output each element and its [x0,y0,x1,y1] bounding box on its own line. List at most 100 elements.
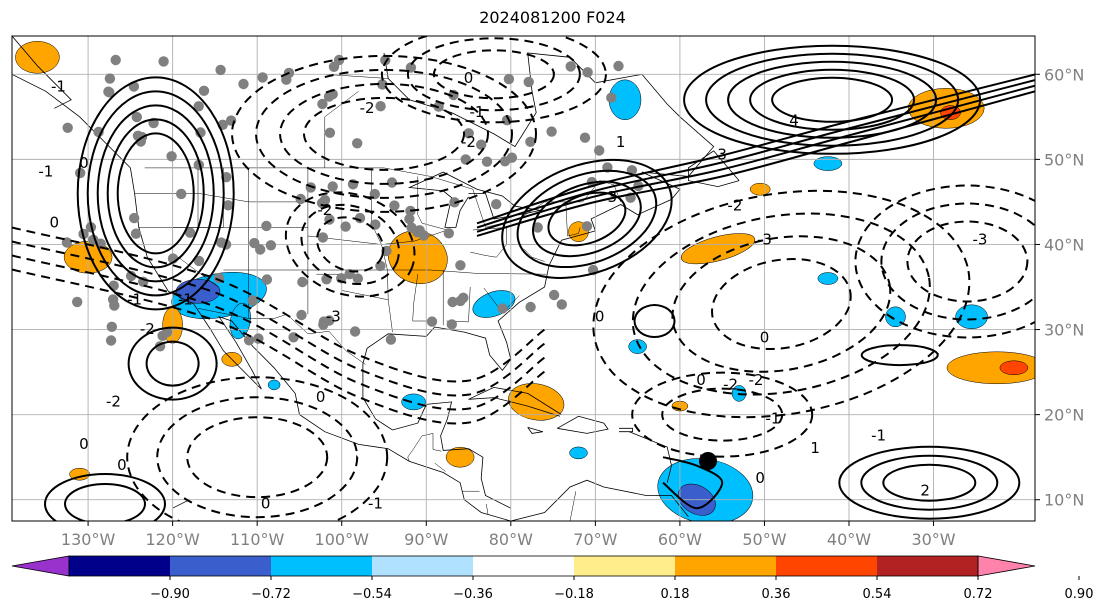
contour-label: 0 [50,214,60,232]
anomaly-shading-layer [15,41,1035,521]
contour-label: 0 [760,329,770,347]
political-border [412,274,430,322]
political-border [324,91,359,168]
contour-label: -3 [757,231,772,249]
station-marker [556,299,567,310]
station-marker [166,151,177,162]
station-marker [318,316,330,327]
anomaly-patch [955,304,988,330]
station-marker [476,139,487,150]
colorbar-tick-label: −0.72 [251,587,291,602]
contour-line [300,203,400,286]
contour-label: -2 [317,201,332,219]
station-marker [184,227,196,238]
station-marker [261,274,273,285]
station-marker [546,126,557,137]
political-border [486,503,489,515]
colorbar-tick-label: −0.36 [453,587,493,602]
station-marker [75,167,86,179]
contour-line [12,226,546,383]
station-marker [404,213,415,225]
contour-label: -1 [38,163,53,181]
contour-line [476,73,1035,225]
station-marker [131,111,142,123]
contour-line [476,84,1035,233]
station-marker [499,156,511,167]
contour-label: -1 [51,78,66,96]
station-marker [157,330,168,341]
station-marker [265,240,277,251]
political-border [523,248,545,262]
anomaly-patch [569,446,588,460]
contour-label: -1 [368,495,383,513]
anomaly-patch [628,339,647,354]
colorbar-tick-label: 0.18 [661,587,690,602]
station-marker [108,280,119,291]
contour-label: 3 [717,146,727,164]
station-marker [324,127,336,138]
contour-line [12,254,546,411]
coastline [362,52,715,509]
colorbar-tick-label: 0.36 [762,587,791,602]
political-border [569,491,577,521]
station-marker [130,228,142,239]
anomaly-patch [817,272,839,285]
longitude-tick-label: 80°W [489,530,533,549]
contour-line [116,132,195,255]
colorbar-segment [372,556,473,576]
colorbar-extend-high [977,555,1036,577]
contour-line [631,371,814,458]
contour-line [880,202,1035,321]
contour-label: 4 [789,112,799,130]
latitude-tick-label: 60°N [1044,65,1084,84]
map-frame [11,35,1036,522]
station-marker [503,73,515,85]
contour-line [43,472,166,521]
contour-line [278,82,489,185]
station-marker [223,200,234,211]
anomaly-patch [749,182,771,196]
station-marker [491,199,502,210]
contour-label: 0 [595,307,605,325]
longitude-tick-label: 90°W [404,530,448,549]
contour-label: -1 [871,426,886,444]
station-marker [317,98,328,110]
anomaly-patch [445,446,475,468]
longitude-axis: 130°W 120°W 110°W 100°W 90°W 80°W 70°W 60°W 50°W… [61,521,956,549]
station-marker [129,212,140,224]
political-border [197,308,366,365]
longitude-tick-label: 40°W [827,530,871,549]
contour-line [711,258,852,351]
contour-line [406,37,581,112]
station-marker [125,270,137,282]
station-marker [565,61,576,72]
station-marker [443,228,454,239]
station-marker [195,127,206,138]
longitude-tick-label: 110°W [230,530,285,549]
station-marker [426,316,438,327]
station-marker [295,193,306,205]
station-marker [548,289,560,301]
coastline [172,499,190,509]
coastline [619,427,633,433]
colorbar-extend-low [11,555,70,577]
station-marker [297,276,308,288]
contour-line [106,118,205,269]
contour-label: -2 [360,99,375,117]
station-marker [72,296,83,308]
station-marker [463,128,474,139]
station-marker [613,60,624,72]
station-marker [582,67,593,78]
station-marker [446,319,457,330]
colorbar-tick-label: 0.90 [1065,587,1094,602]
contour-line [476,90,1035,237]
storm-center-marker [699,452,717,470]
political-border [434,462,446,472]
contour-line [380,36,607,124]
contour-line [592,189,971,419]
contour-label: -2 [749,371,764,389]
anomaly-patch [15,41,60,74]
longitude-tick-label: 30°W [911,530,955,549]
contour-line [662,456,724,510]
